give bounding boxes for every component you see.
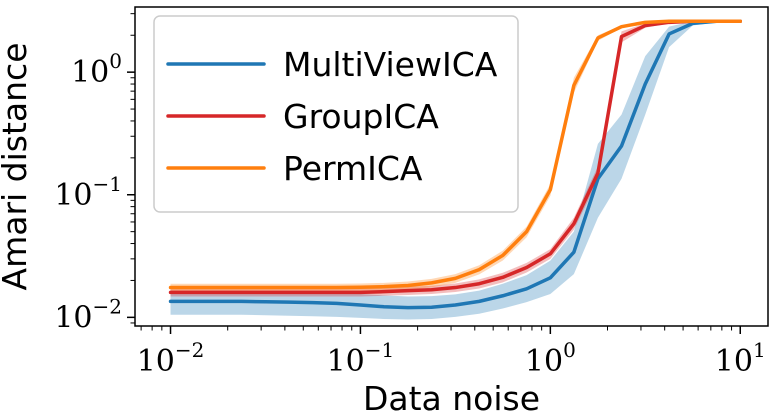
x-axis-title: Data noise: [363, 379, 540, 417]
legend: MultiViewICA GroupICA PermICA: [153, 15, 519, 213]
y-axis-title: Amari distance: [0, 43, 34, 291]
x-axis-ticks: 10−2 10−1 100 101: [137, 326, 766, 379]
x-tick-label: 100: [525, 338, 576, 379]
x-tick-label: 101: [715, 338, 766, 379]
x-tick-label: 10−1: [327, 338, 395, 379]
series-lines: [168, 19, 742, 310]
y-tick-label: 10−2: [54, 294, 122, 335]
x-tick-label: 10−2: [137, 338, 205, 379]
y-tick-label: 10−1: [54, 172, 122, 213]
y-axis-ticks: 10−2 10−1 100: [54, 13, 135, 335]
y-tick-label: 100: [71, 49, 122, 90]
multiviewica-line: [168, 19, 742, 310]
legend-label-permica: PermICA: [283, 149, 423, 188]
permica-line: [168, 19, 742, 290]
groupica-line: [168, 19, 742, 295]
legend-label-multiviewica: MultiViewICA: [283, 45, 498, 84]
legend-label-groupica: GroupICA: [283, 97, 439, 136]
